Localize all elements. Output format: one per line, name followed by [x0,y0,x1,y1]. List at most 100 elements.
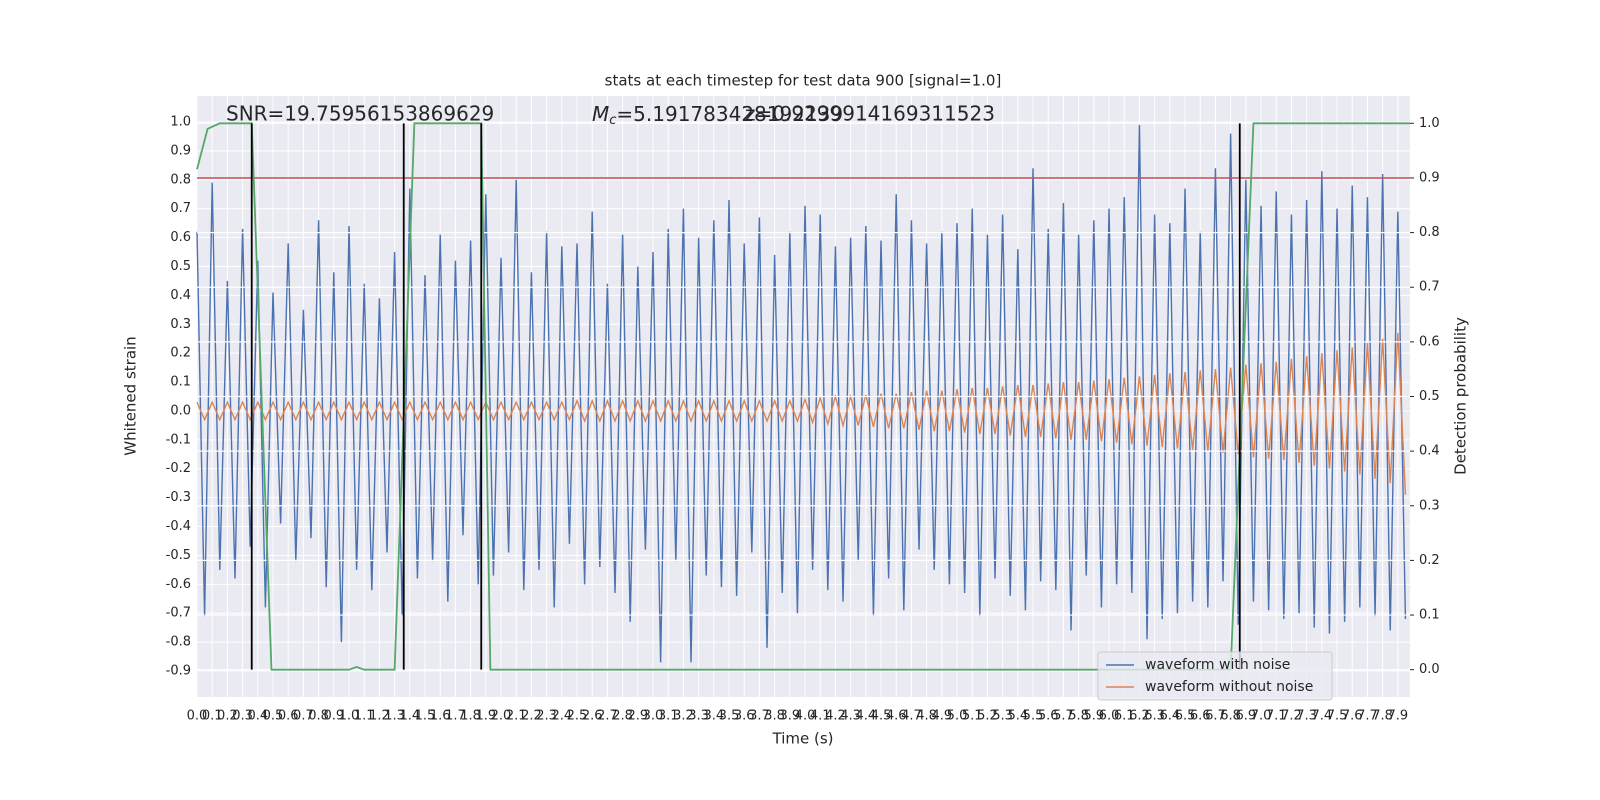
x-tick-label: 1.9 [475,709,496,724]
probability-line [196,122,1410,671]
y-tick-label: 0.3 [170,317,191,332]
x-tick-label: 2.7 [597,709,618,724]
x-tick-label: 3.6 [734,709,755,724]
y-tick-label: 0.9 [170,143,191,158]
legend-label: waveform with noise [1145,657,1290,673]
x-axis-label: Time (s) [772,730,834,748]
y-tick-label: -0.8 [166,635,191,650]
y2-tick-label: 0.0 [1419,662,1440,677]
series-line [196,332,1407,495]
x-tick-label: 1.2 [369,709,390,724]
y-tick-label: -0.3 [166,490,191,505]
y-tick-label: -0.7 [166,606,191,621]
x-tick-label: 2.9 [627,709,648,724]
y2-tick-label: 0.6 [1419,334,1440,349]
y2-tick-label: 0.7 [1419,280,1440,295]
x-tick-label: 1.6 [430,709,451,724]
chart-title: stats at each timestep for test data 900… [605,72,1002,90]
x-tick-label: 0.4 [247,709,268,724]
x-tick-label: 4.5 [871,709,892,724]
y-tick-label: -0.9 [166,663,191,678]
x-tick-label: 1.7 [445,709,466,724]
y-tick-label: 0.1 [170,375,191,390]
x-tick-label: 5.8 [1068,709,1089,724]
x-tick-label: 4.6 [886,709,907,724]
x-tick-label: 3.3 [688,709,709,724]
legend: waveform with noise waveform without nois… [1097,651,1333,701]
y2-tick-label: 0.1 [1419,608,1440,623]
y-tick-label: -0.2 [166,461,191,476]
y-tick-label: 1.0 [170,115,191,130]
y2-tick-label: 0.9 [1419,170,1440,185]
x-tick-label: 0.6 [278,709,299,724]
y-tick-label: -0.4 [166,519,191,534]
y2-tick-label: 1.0 [1419,116,1440,131]
x-tick-label: 4.0 [795,709,816,724]
x-tick-label: 0.0 [187,709,208,724]
y-tick-label: 0.6 [170,230,191,245]
x-tick-label: 2.3 [536,709,557,724]
y-tick-label: 0.7 [170,201,191,216]
legend-label: waveform without noise [1145,679,1313,695]
x-tick-label: 0.1 [202,709,223,724]
x-tick-label: 5.7 [1053,709,1074,724]
x-tick-label: 1.0 [339,709,360,724]
x-tick-label: 5.6 [1038,709,1059,724]
x-tick-label: 7.1 [1266,709,1287,724]
mc-subscript: c [609,113,616,128]
x-tick-label: 6.4 [1159,709,1180,724]
x-tick-label: 6.6 [1190,709,1211,724]
x-tick-label: 3.5 [719,709,740,724]
y-axis-label: Whitened strain [122,336,140,455]
x-tick-label: 7.9 [1387,709,1408,724]
x-tick-label: 5.2 [977,709,998,724]
x-tick-label: 4.9 [931,709,952,724]
x-tick-label: 2.4 [551,709,572,724]
y2-tick-label: 0.2 [1419,553,1440,568]
x-tick-label: 2.0 [491,709,512,724]
x-tick-label: 4.3 [840,709,861,724]
y2-tick-label: 0.4 [1419,444,1440,459]
x-tick-label: 4.7 [901,709,922,724]
legend-box [1097,651,1333,701]
y2-tick-label: 0.3 [1419,498,1440,513]
x-tick-label: 2.6 [582,709,603,724]
z-annotation: z=0.9299914169311523 [745,102,995,126]
x-tick-label: 6.2 [1129,709,1150,724]
x-tick-label: 5.9 [1083,709,1104,724]
x-tick-label: 1.1 [354,709,375,724]
y2-tick-label: 0.8 [1419,225,1440,240]
y-tick-label: 0.2 [170,346,191,361]
x-tick-label: 7.2 [1281,709,1302,724]
x-tick-label: 7.7 [1357,709,1378,724]
y-tick-label: 0.8 [170,172,191,187]
x-tick-label: 7.3 [1296,709,1317,724]
x-tick-label: 5.3 [992,709,1013,724]
x-tick-label: 2.1 [506,709,527,724]
x-tick-label: 7.8 [1372,709,1393,724]
x-tick-label: 0.3 [232,709,253,724]
x-tick-label: 4.1 [810,709,831,724]
x-tick-label: 3.1 [658,709,679,724]
x-tick-label: 5.1 [962,709,983,724]
x-tick-label: 6.1 [1114,709,1135,724]
y2-axis-label: Detection probability [1452,317,1470,475]
x-tick-label: 2.8 [612,709,633,724]
x-tick-label: 1.5 [415,709,436,724]
y-tick-label: 0.0 [170,403,191,418]
x-tick-label: 7.4 [1311,709,1332,724]
y-tick-label: -0.6 [166,577,191,592]
x-tick-label: 4.4 [855,709,876,724]
x-tick-label: 0.2 [217,709,238,724]
x-tick-label: 0.8 [308,709,329,724]
y-tick-label: 0.4 [170,288,191,303]
x-tick-label: 0.5 [263,709,284,724]
x-tick-label: 0.9 [323,709,344,724]
x-tick-label: 5.4 [1007,709,1028,724]
x-tick-label: 0.7 [293,709,314,724]
y2-tick-label: 0.5 [1419,389,1440,404]
x-tick-label: 4.8 [916,709,937,724]
over-layer [196,122,1410,671]
x-tick-label: 6.5 [1175,709,1196,724]
